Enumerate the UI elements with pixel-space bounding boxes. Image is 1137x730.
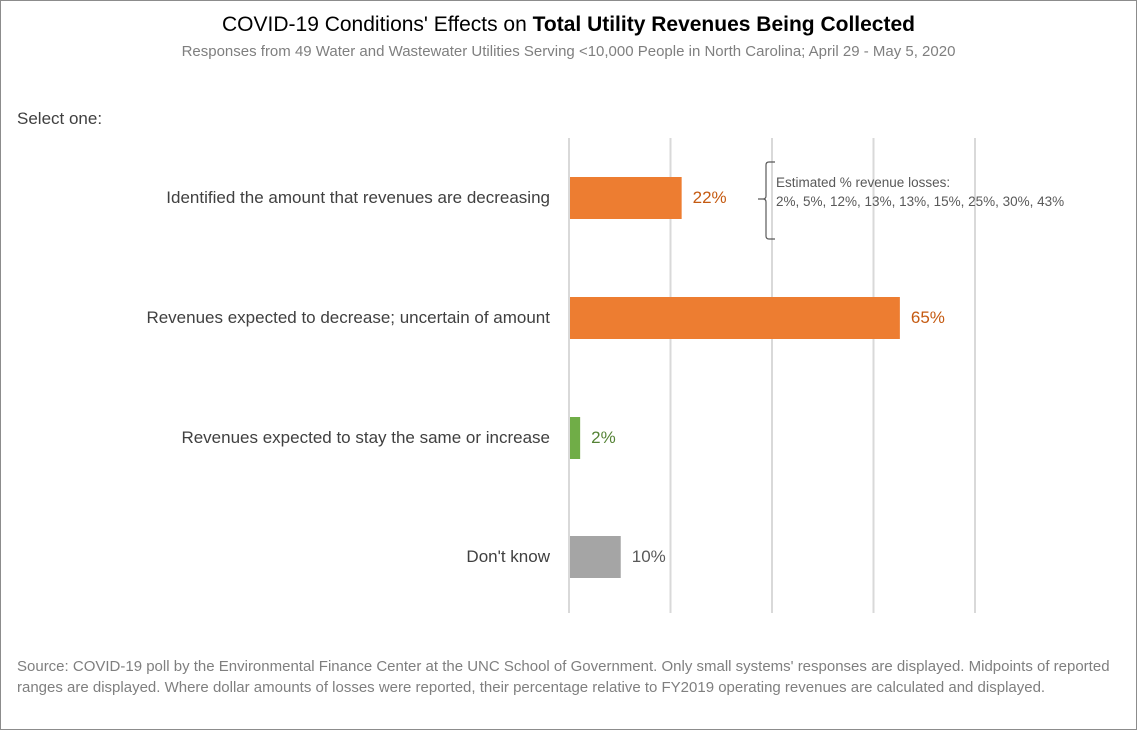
bar <box>570 297 900 339</box>
category-label: Don't know <box>466 547 550 566</box>
data-label: 65% <box>910 308 945 327</box>
bar <box>570 536 621 578</box>
category-label: Revenues expected to stay the same or in… <box>181 428 550 447</box>
bar <box>570 417 581 459</box>
annotation-title: Estimated % revenue losses: <box>776 175 951 190</box>
category-label: Identified the amount that revenues are … <box>166 188 550 207</box>
data-label: 22% <box>692 188 727 207</box>
source-note: Source: COVID-19 poll by the Environment… <box>17 658 1110 696</box>
data-label: 10% <box>631 547 666 566</box>
category-label: Revenues expected to decrease; uncertain… <box>146 308 550 327</box>
bar <box>570 177 682 219</box>
data-label: 2% <box>591 428 616 447</box>
chart-subtitle: Responses from 49 Water and Wastewater U… <box>181 43 956 60</box>
chart-title: COVID-19 Conditions' Effects on Total Ut… <box>222 13 915 36</box>
prompt-label: Select one: <box>17 109 103 128</box>
annotation: Estimated % revenue losses: 2%, 5%, 12%,… <box>776 173 1064 211</box>
annotation-values: 2%, 5%, 12%, 13%, 13%, 15%, 25%, 30%, 43… <box>776 194 1065 209</box>
brace-icon <box>758 161 775 240</box>
